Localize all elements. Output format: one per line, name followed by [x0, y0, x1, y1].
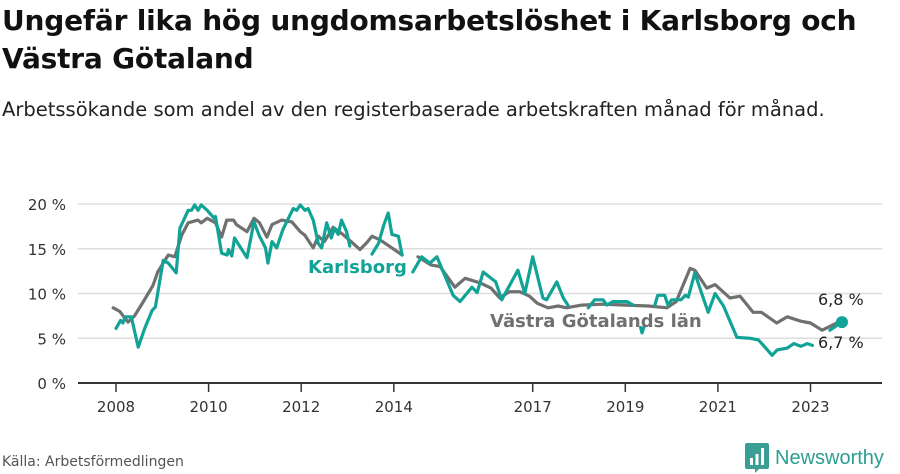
series-label-karlsborg: Karlsborg	[308, 257, 407, 278]
x-tick-label: 2021	[699, 398, 737, 416]
y-tick-label: 0 %	[37, 375, 66, 393]
source-note: Källa: Arbetsförmedlingen	[2, 454, 184, 470]
series-line-karlsborg	[411, 255, 570, 307]
series-line-karlsborg	[114, 203, 352, 349]
x-tick-label: 2023	[791, 398, 829, 416]
series-line-karlsborg	[586, 298, 635, 310]
x-tick-label: 2017	[514, 398, 552, 416]
newsworthy-chart-bubble-icon	[745, 443, 769, 473]
series-lines	[111, 203, 848, 357]
x-tick-label: 2014	[375, 398, 413, 416]
end-label-vg: 6,8 %	[818, 290, 864, 309]
x-tick-label: 2012	[282, 398, 320, 416]
series-line-karlsborg	[370, 211, 404, 257]
x-axis-ticks: 2008 2010 2012 2014 2017 2019 2021 2023	[78, 382, 882, 416]
series-line-vg	[416, 255, 844, 332]
y-tick-label: 10 %	[28, 286, 66, 304]
series-line-karlsborg	[653, 271, 815, 357]
y-tick-label: 20 %	[28, 196, 66, 214]
y-tick-label: 15 %	[28, 241, 66, 259]
x-tick-label: 2008	[97, 398, 135, 416]
end-label-karlsborg: 6,7 %	[818, 333, 864, 352]
logo-text: Newsworthy	[775, 446, 884, 469]
y-tick-label: 5 %	[37, 330, 66, 348]
series-line-karlsborg	[638, 325, 646, 335]
x-tick-label: 2019	[606, 398, 644, 416]
grid-lines	[78, 203, 882, 339]
series-label-vg: Västra Götalands län	[490, 311, 702, 332]
chart-subtitle: Arbetssökande som andel av den registerb…	[2, 98, 825, 121]
x-tick-label: 2010	[190, 398, 228, 416]
end-point-marker	[835, 316, 848, 329]
newsworthy-logo: Newsworthy	[745, 443, 884, 473]
y-axis-ticks: 0 % 5 % 10 % 15 % 20 %	[28, 196, 66, 393]
chart-title: Ungefär lika hög ungdomsarbetslöshet i K…	[2, 4, 857, 75]
